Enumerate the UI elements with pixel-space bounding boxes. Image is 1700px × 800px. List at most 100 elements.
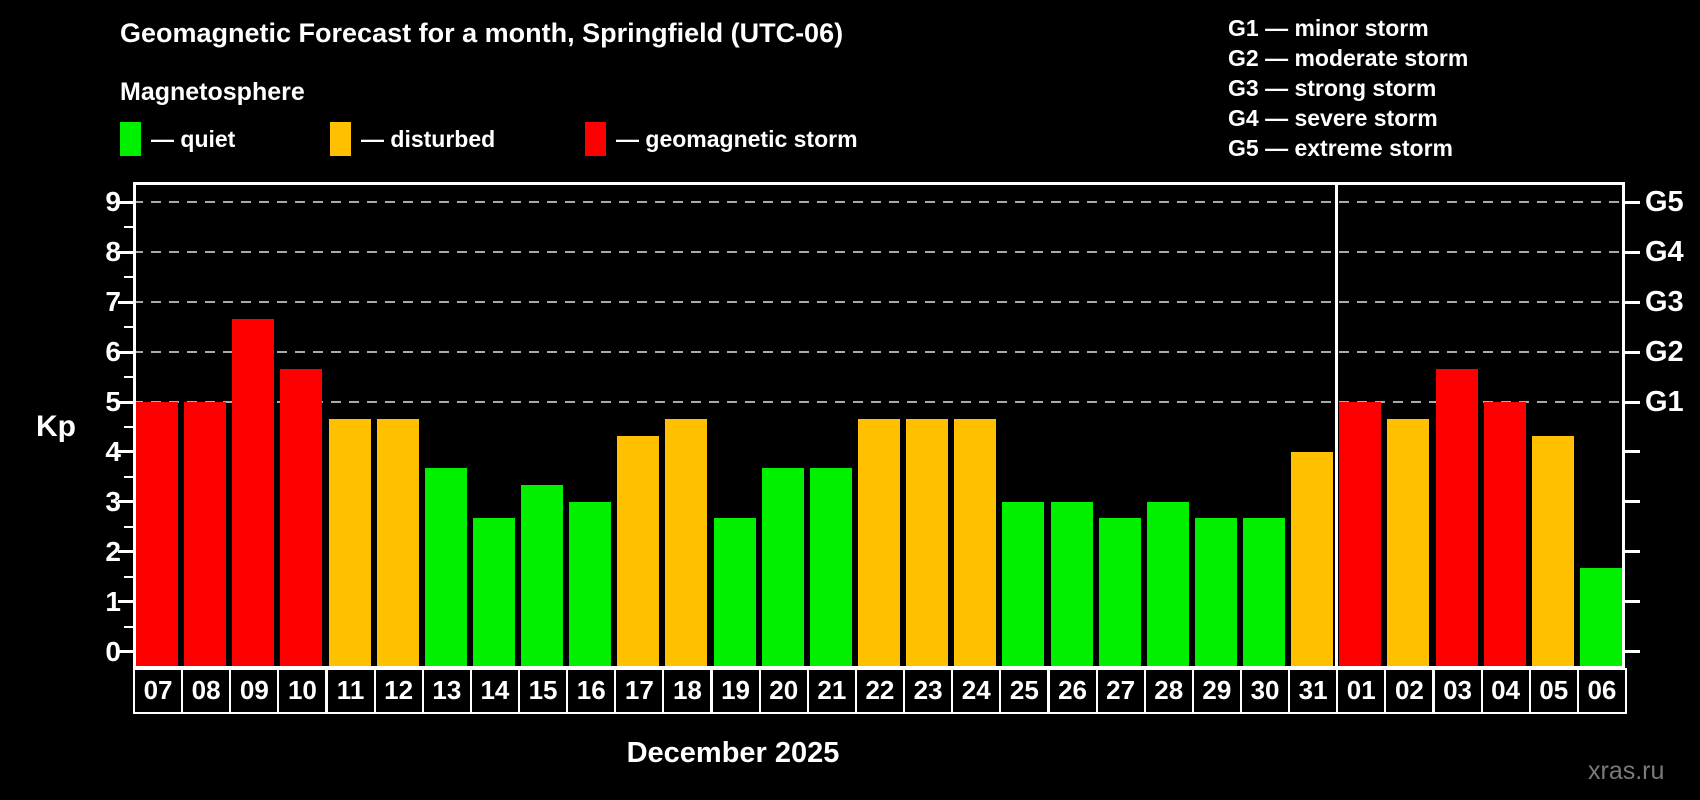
y-tick-label-9: 9 — [105, 186, 121, 218]
bar-day-10 — [280, 368, 323, 668]
bar-day-16 — [569, 501, 612, 668]
g5-legend-line: G5 — extreme storm — [1228, 135, 1453, 161]
right-tick-4 — [1625, 450, 1640, 454]
disturbed-swatch — [330, 122, 351, 156]
y-minor-tick-7-5 — [124, 276, 133, 279]
bar-day-25 — [1002, 501, 1045, 668]
bar-day-23 — [906, 418, 949, 668]
x-axis-month-label: December 2025 — [626, 737, 840, 769]
day-label-30: 30 — [1240, 668, 1291, 714]
y-minor-tick-5-5 — [124, 376, 133, 379]
day-label-21: 21 — [806, 668, 857, 714]
y-minor-tick-6-5 — [124, 326, 133, 329]
gridline-5 — [133, 401, 1625, 403]
plot-border-left — [133, 182, 136, 668]
day-label-01: 01 — [1336, 668, 1387, 714]
y-tick-4 — [118, 450, 133, 454]
legend-item-quiet: — quiet — [120, 121, 235, 157]
bar-day-02 — [1387, 418, 1430, 668]
bar-day-09 — [232, 318, 275, 668]
right-tick-9 — [1625, 200, 1640, 204]
day-label-22: 22 — [854, 668, 905, 714]
right-tick-0 — [1625, 650, 1640, 653]
g3-legend-line: G3 — strong storm — [1228, 75, 1437, 101]
day-label-05: 05 — [1528, 668, 1579, 714]
right-tick-8 — [1625, 250, 1640, 254]
right-tick-6 — [1625, 350, 1640, 354]
y-minor-tick-3-5 — [124, 475, 133, 478]
bar-day-17 — [617, 435, 660, 668]
day-label-04: 04 — [1480, 668, 1531, 714]
y-tick-label-4: 4 — [105, 435, 121, 467]
bar-day-08 — [184, 402, 227, 668]
bar-day-27 — [1098, 518, 1141, 668]
month-divider-line — [1334, 182, 1338, 668]
quiet-swatch — [120, 122, 141, 156]
gridline-6 — [133, 351, 1625, 354]
day-label-29: 29 — [1191, 668, 1242, 714]
day-label-20: 20 — [758, 668, 809, 714]
y-tick-5 — [118, 400, 133, 404]
bar-day-04 — [1483, 402, 1526, 668]
day-label-17: 17 — [614, 668, 665, 714]
y-axis-label: Kp — [36, 410, 76, 443]
day-label-15: 15 — [518, 668, 569, 714]
y-tick-label-7: 7 — [105, 286, 121, 318]
day-label-09: 09 — [229, 668, 280, 714]
day-label-31: 31 — [1288, 668, 1339, 714]
gridline-8 — [133, 251, 1625, 254]
day-label-02: 02 — [1384, 668, 1435, 714]
g-scale-legend: G1 — minor storm G2 — moderate storm G3 … — [1228, 13, 1468, 163]
y-tick-8 — [118, 250, 133, 254]
y-tick-1 — [118, 600, 133, 604]
legend-item-storm: — geomagnetic storm — [585, 121, 858, 157]
bar-day-01 — [1339, 402, 1382, 668]
y-minor-tick-0-5 — [124, 625, 133, 628]
y-minor-tick-4-5 — [124, 426, 133, 428]
bar-day-11 — [328, 418, 371, 668]
bar-day-19 — [713, 518, 756, 668]
quiet-label: — quiet — [151, 125, 236, 152]
bar-day-24 — [954, 418, 997, 668]
day-label-14: 14 — [469, 668, 520, 714]
right-axis-label-G1: G1 — [1645, 386, 1684, 418]
bar-day-06 — [1579, 568, 1622, 668]
disturbed-label: — disturbed — [361, 125, 496, 152]
right-axis-label-G3: G3 — [1645, 286, 1684, 319]
plot-border-top — [133, 182, 1625, 185]
day-label-27: 27 — [1095, 668, 1146, 714]
bar-day-03 — [1435, 368, 1478, 668]
right-tick-5 — [1625, 400, 1640, 404]
bar-day-30 — [1243, 518, 1286, 668]
right-tick-2 — [1625, 550, 1640, 554]
day-label-10: 10 — [277, 668, 328, 714]
watermark: xras.ru — [1588, 757, 1665, 785]
g4-legend-line: G4 — severe storm — [1228, 105, 1438, 131]
right-tick-3 — [1625, 500, 1640, 504]
bar-day-07 — [136, 402, 179, 668]
y-tick-label-0: 0 — [105, 635, 121, 667]
g1-legend-line: G1 — minor storm — [1228, 15, 1429, 41]
day-label-16: 16 — [566, 668, 617, 714]
bar-day-15 — [521, 485, 564, 668]
bar-day-28 — [1146, 501, 1189, 668]
bar-day-18 — [665, 418, 708, 668]
legend-item-disturbed: — disturbed — [330, 121, 495, 157]
gridline-7 — [133, 301, 1625, 304]
right-axis-label-G2: G2 — [1645, 336, 1684, 369]
bar-day-31 — [1291, 451, 1334, 668]
day-label-13: 13 — [421, 668, 472, 714]
y-tick-label-1: 1 — [105, 585, 121, 617]
day-label-11: 11 — [325, 668, 376, 714]
day-label-28: 28 — [1143, 668, 1194, 714]
bar-day-12 — [376, 418, 419, 668]
y-minor-tick-2-5 — [124, 525, 133, 528]
day-label-24: 24 — [951, 668, 1002, 714]
day-label-25: 25 — [999, 668, 1050, 714]
plot-border-bottom — [133, 666, 1625, 668]
g2-legend-line: G2 — moderate storm — [1228, 45, 1469, 71]
y-tick-2 — [118, 550, 133, 554]
day-label-12: 12 — [373, 668, 424, 714]
kp-bar-chart: 0 1 2 3 4 5 6 7 8 9 G1 G2 G3 G4 G5 07 08 09 10 11 12 13 14 15 16… — [105, 182, 1684, 714]
